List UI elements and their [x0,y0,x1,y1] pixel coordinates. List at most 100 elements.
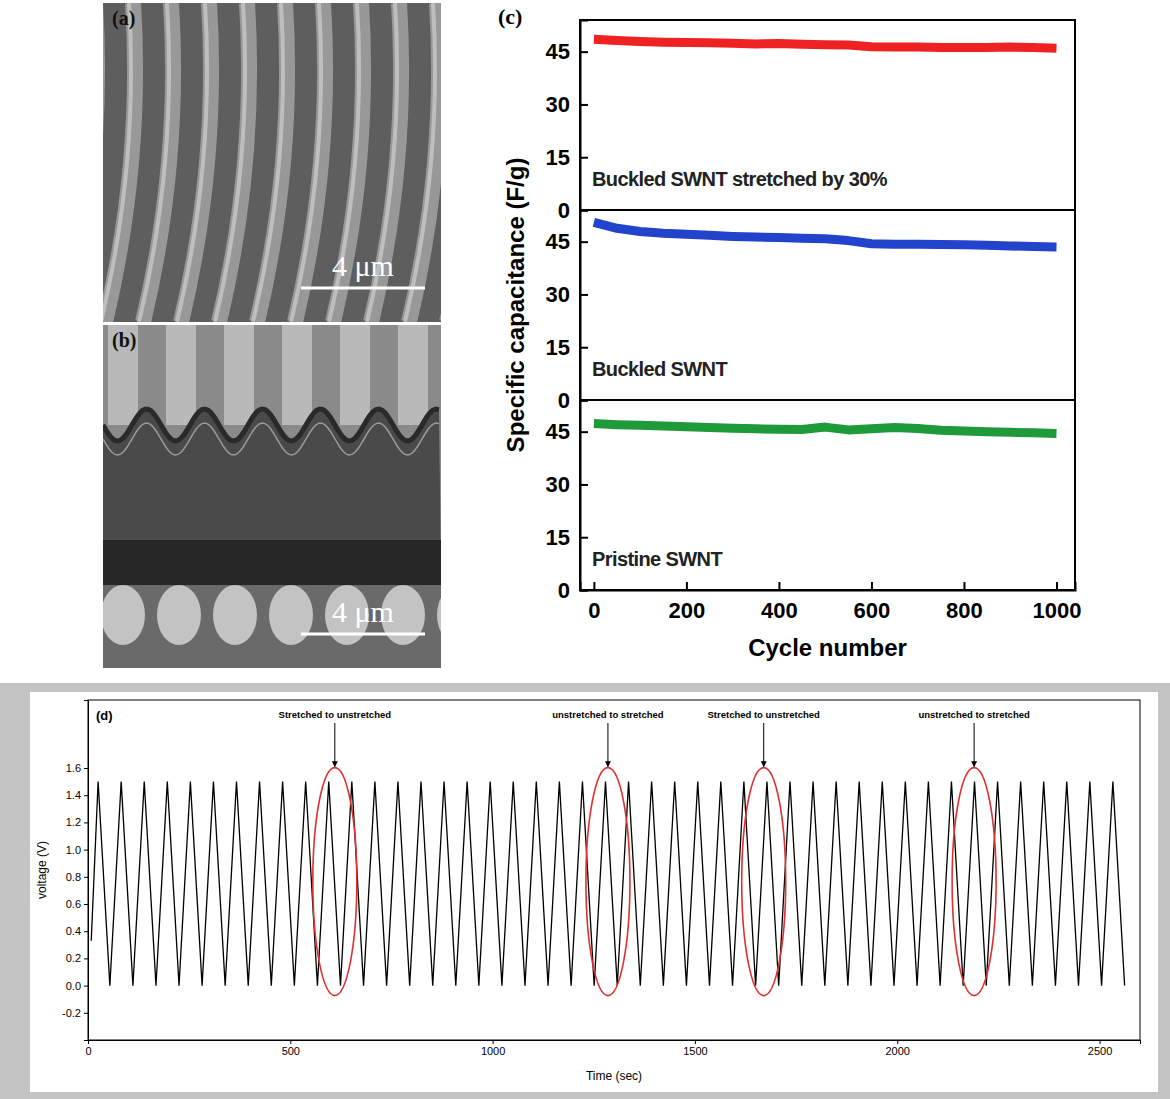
x-axis-tick: 400 [761,582,798,623]
x-axis-tick-label: 400 [761,598,798,623]
annotation-ellipse [952,768,996,996]
y-axis-tick-label: 0 [558,198,570,223]
x-axis-tick-mark [897,1040,898,1044]
y-axis-line [581,401,589,591]
chart-c: 0 15 30 45 Buckled SWNT stretched by 30% 0 15 3… [498,4,1081,661]
y-axis-tick-label: 0.4 [66,925,81,937]
y-axis-tick-label: 0 [558,388,570,413]
x-axis-tick: 1000 [481,1040,505,1057]
x-axis: 0 500 1000 1500 2000 2500 [85,1040,1140,1057]
image-background [103,325,441,668]
y-axis-tick: 1.0 [66,844,88,856]
substrate-gap [103,540,441,585]
y-axis: -0.20.00.20.40.60.81.01.21.41.6 [62,701,88,1041]
panel-label: (b) [112,329,136,352]
x-axis-tick-label: 1000 [481,1045,505,1057]
x-axis-tick-label: 800 [946,598,983,623]
y-axis-title: voltage (V) [35,841,49,899]
ridge-highlight [405,3,435,322]
ridge-bump [103,585,145,645]
x-axis-tick-mark [493,1040,494,1044]
x-axis-tick-mark [686,582,688,590]
y-axis-tick-label: 15 [546,335,570,360]
scale-bar [301,287,425,290]
x-axis-tick: 2000 [885,1040,909,1057]
y-axis-tick: 30 [546,92,588,117]
cross-section-edge [103,409,439,441]
annotation-text: unstretched to stretched [552,709,664,720]
y-axis: 0 15 30 45 [546,21,588,223]
plot-frame [580,20,1075,210]
lower-region [103,585,441,668]
x-axis-tick: 1500 [683,1040,707,1057]
annotation-arrow [607,723,608,767]
series-name: Buckled SWNT [592,358,727,380]
y-axis-tick-mark [84,1013,88,1014]
x-axis-tick: 0 [85,1040,91,1057]
ridge-highlight [215,3,245,322]
plot-area [594,222,1057,247]
y-axis-tick-mark [580,431,588,433]
x-axis-tick-mark [1056,582,1058,590]
series-name: Buckled SWNT stretched by 30% [592,168,888,190]
x-axis-tick-mark [695,1040,696,1044]
x-axis-tick-label: 1000 [1033,598,1082,623]
y-axis-tick: 15 [546,525,588,550]
x-axis-tick: 500 [282,1040,300,1057]
x-axis-tick-mark [871,582,873,590]
y-axis-tick-label: 0.0 [66,980,81,992]
y-axis-tick-mark [580,51,588,53]
y-axis-tick: 45 [546,39,588,64]
image-content [103,325,441,668]
y-axis-line [581,21,589,211]
plot-frame [580,210,1075,400]
x-axis-tick-mark [593,582,595,590]
subplot: 0153045Buckled SWNT [546,210,1075,413]
y-axis: 0153045 [546,401,588,603]
x-axis-tick-label: 200 [669,598,706,623]
y-axis-tick: 30 [546,472,588,497]
series-line [91,782,1124,986]
y-axis-tick-label: 45 [546,229,570,254]
chart-d: -0.20.00.20.40.60.81.01.21.41.6050010001… [0,683,1170,1099]
x-axis-tick-label: 0 [588,598,600,623]
y-axis-tick-label: 0 [558,578,570,603]
y-axis-tick-label: 15 [546,525,570,550]
image-content [103,3,441,322]
ridge [166,325,196,425]
y-axis-tick-mark [580,347,588,349]
y-axis: 0153045 [546,211,588,413]
film-line [103,423,439,455]
y-axis-tick-label: 15 [546,145,570,170]
ridge [340,325,370,425]
ridge-bump [213,585,257,645]
y-axis-tick: 0.2 [66,952,88,964]
x-axis-tick-mark [290,1040,291,1044]
y-axis-tick-mark [580,294,588,296]
y-axis-tick: 0.4 [66,925,88,937]
annotation-text: Stretched to unstretched [279,709,392,720]
figure: (a)4 μm(b)4 μm0153045Buckled SWNT stretc… [0,0,1170,1099]
ridge-bump [269,585,313,645]
x-axis-tick-label: 2000 [885,1045,909,1057]
y-axis-tick: 0.6 [66,898,88,910]
y-axis-tick-mark [84,931,88,932]
series-line [594,39,1057,48]
y-axis-tick: 0.0 [66,980,88,992]
y-axis-tick-label: 1.4 [66,789,81,801]
annotation-arrow [334,723,335,767]
panel-label: (d) [96,708,113,723]
subplot: 0 15 30 45 Buckled SWNT stretched by 30% [546,20,1075,223]
scale-bar [301,633,425,636]
y-axis-tick-mark [580,104,588,106]
series-name: Pristine SWNT [592,548,722,570]
plot-area [594,39,1057,48]
x-axis-title: Cycle number [748,634,907,661]
y-axis-line [84,701,89,1041]
x-axis-tick-mark [778,582,780,590]
y-axis-tick-label: 0.6 [66,898,81,910]
y-axis-tick-mark [580,537,588,539]
scale-bar-label: 4 μm [332,595,394,628]
y-axis-tick: 0.8 [66,871,88,883]
x-axis-tick: 2500 [1088,1040,1112,1057]
